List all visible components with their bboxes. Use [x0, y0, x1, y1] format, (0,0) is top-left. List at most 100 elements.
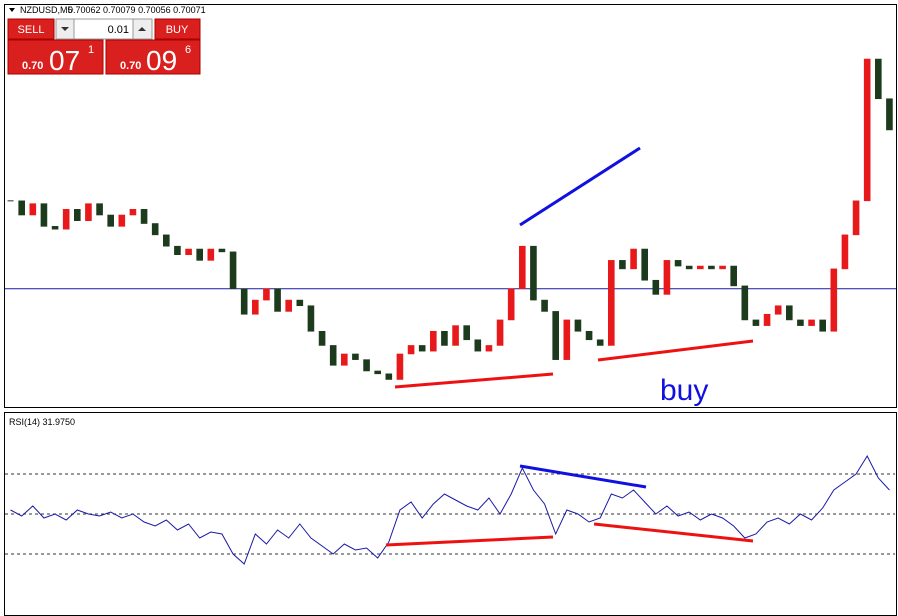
candle	[129, 209, 137, 216]
candle	[552, 311, 559, 360]
candle	[240, 288, 248, 315]
candle	[596, 339, 604, 346]
trend-line	[597, 339, 754, 362]
buy-price-big: 09	[146, 45, 177, 76]
candle	[786, 305, 793, 321]
buy-price-small: 6	[185, 44, 191, 56]
down-arrow	[61, 27, 69, 31]
candle	[863, 58, 871, 202]
candle	[218, 248, 226, 253]
sell-label: SELL	[18, 24, 45, 36]
candle	[40, 203, 48, 227]
candle	[619, 260, 626, 270]
candle	[752, 319, 760, 326]
trend-line	[385, 535, 554, 547]
candle	[741, 285, 749, 321]
candle	[229, 251, 237, 290]
buy-price-box[interactable]	[105, 39, 201, 75]
sell-button[interactable]	[7, 18, 55, 40]
candle	[674, 260, 682, 267]
candle	[352, 353, 359, 360]
candle	[407, 345, 415, 355]
annotation: buy	[660, 374, 708, 407]
candle	[830, 268, 838, 332]
candle	[797, 319, 804, 326]
candle	[107, 214, 114, 227]
candle	[507, 288, 515, 321]
sell-price-big: 07	[49, 45, 80, 76]
candle	[74, 209, 81, 221]
symbol: NZDUSD,M5	[20, 5, 73, 15]
candle	[819, 319, 826, 332]
candle	[574, 319, 582, 332]
candle	[329, 345, 337, 366]
sell-price-prefix: 0.70	[22, 60, 43, 72]
candle	[296, 299, 304, 307]
candle	[62, 209, 70, 230]
candle	[563, 319, 571, 360]
trend-line	[593, 522, 754, 543]
candle	[341, 353, 348, 366]
trend-line	[519, 146, 641, 227]
candle	[519, 245, 526, 290]
candle	[730, 265, 737, 287]
price-panel	[4, 4, 897, 408]
candle	[51, 226, 59, 230]
candle	[163, 234, 170, 247]
candle	[496, 319, 504, 346]
up-arrow	[138, 27, 146, 31]
candle	[85, 203, 92, 221]
candle	[463, 325, 470, 341]
buy-price-prefix: 0.70	[120, 60, 141, 72]
buy-button[interactable]	[154, 18, 201, 40]
candle	[608, 260, 615, 346]
candle	[641, 248, 648, 281]
candle	[685, 265, 693, 270]
candle	[185, 248, 192, 256]
candle	[585, 330, 593, 341]
candle	[174, 245, 181, 256]
candle	[385, 373, 393, 380]
candle	[207, 248, 215, 261]
candle	[140, 209, 148, 224]
buy-label: BUY	[166, 24, 189, 36]
candle	[530, 245, 537, 301]
candle	[396, 353, 404, 380]
candle	[763, 313, 771, 326]
candle	[774, 305, 782, 315]
candle	[318, 330, 326, 346]
candle	[374, 370, 381, 375]
rsi-label: RSI(14) 31.9750	[9, 417, 75, 427]
candle	[418, 345, 426, 352]
candle	[652, 279, 660, 295]
candle	[841, 234, 849, 270]
candle	[196, 248, 203, 261]
candle	[808, 319, 815, 326]
candle	[430, 330, 437, 352]
candle	[474, 339, 482, 352]
candle	[630, 248, 637, 270]
candle	[274, 288, 281, 312]
sell-price-box[interactable]	[7, 39, 104, 75]
menu-arrow[interactable]	[9, 8, 15, 12]
candle	[118, 214, 126, 227]
candle	[363, 359, 370, 372]
candle	[18, 200, 25, 216]
plot-area	[5, 58, 896, 565]
candle	[852, 200, 860, 236]
sell-price-small: 1	[88, 44, 94, 56]
candle	[29, 203, 37, 216]
candle	[875, 58, 882, 100]
candle	[307, 305, 315, 332]
rsi-line	[10, 454, 890, 565]
lot-value: 0.01	[108, 24, 129, 36]
candle	[151, 223, 159, 236]
candle	[719, 265, 726, 270]
candle	[285, 299, 292, 312]
candle	[263, 288, 270, 301]
candle	[441, 330, 448, 346]
candle	[708, 265, 715, 270]
candle	[697, 265, 704, 270]
candle	[485, 345, 493, 352]
